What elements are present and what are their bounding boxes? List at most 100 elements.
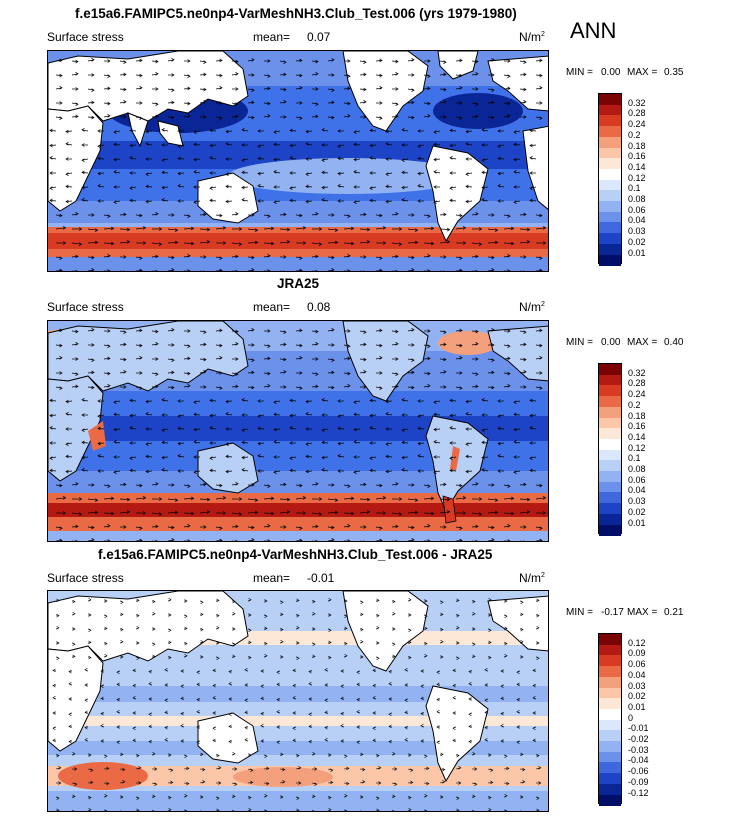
wind-vector-head xyxy=(289,413,293,418)
wind-vector-head xyxy=(539,355,543,360)
wind-vector-head xyxy=(257,144,261,149)
wind-vector-head xyxy=(248,598,252,602)
wind-vector-head xyxy=(312,627,316,631)
colorbar-level-label: 0.1 xyxy=(628,453,641,464)
wind-vector-head xyxy=(529,128,533,133)
wind-vector-head xyxy=(161,143,165,147)
wind-vector-head xyxy=(97,144,101,149)
wind-vector-head xyxy=(139,268,143,271)
wind-vector-head xyxy=(129,186,133,191)
wind-vector xyxy=(343,358,351,360)
wind-vector-head xyxy=(110,241,115,246)
wind-vector-head xyxy=(539,85,543,90)
wind-vector xyxy=(321,442,329,444)
wind-vector xyxy=(487,512,498,514)
wind-vector-head xyxy=(520,627,524,632)
wind-vector-head xyxy=(539,256,543,261)
wind-vector-head xyxy=(465,399,469,404)
wind-vector-head xyxy=(398,512,403,517)
wind-vector-head xyxy=(200,627,204,632)
wind-vector-head xyxy=(120,612,124,617)
wind-vector-head xyxy=(315,254,319,259)
wind-vector-head xyxy=(100,669,104,673)
wind-vector xyxy=(455,330,463,332)
wind-vector-head xyxy=(78,227,83,231)
wind-vector xyxy=(423,88,431,90)
wind-vector xyxy=(529,414,537,416)
wind-vector xyxy=(119,74,127,76)
wind-vector-head xyxy=(225,399,229,404)
wind-vector-head xyxy=(369,198,373,203)
wind-vector-head xyxy=(145,199,149,204)
wind-vector-head xyxy=(228,697,232,701)
wind-vector-head xyxy=(427,356,431,361)
wind-vector-head xyxy=(232,809,235,811)
africa xyxy=(48,105,104,212)
wind-vector xyxy=(87,228,98,231)
wind-vector-head xyxy=(347,113,351,118)
wind-vector-head xyxy=(411,327,415,332)
wind-vector-head xyxy=(139,355,143,360)
wind-vector xyxy=(135,214,143,216)
wind-vector xyxy=(295,484,303,486)
wind-vector-head xyxy=(308,724,312,729)
wind-vector-head xyxy=(132,683,136,688)
colorbar-swatch xyxy=(599,666,621,678)
wind-vector-head xyxy=(142,495,147,500)
wind-vector-head xyxy=(308,697,312,701)
wind-vector-head xyxy=(427,59,431,63)
wind-vector-head xyxy=(190,226,195,231)
wind-vector xyxy=(279,344,287,346)
wind-vector xyxy=(353,158,361,160)
wind-vector-head xyxy=(328,795,332,800)
continents xyxy=(48,591,548,783)
wind-vector-head xyxy=(91,115,95,120)
wind-vector-head xyxy=(168,628,172,632)
wind-vector-head xyxy=(459,116,463,121)
wind-vector-head xyxy=(196,697,200,702)
wind-vector xyxy=(471,242,482,245)
wind-vector-head xyxy=(59,483,63,488)
wind-vector-head xyxy=(136,796,140,800)
colorbar-level-label: 0.02 xyxy=(628,691,646,702)
wind-vector-head xyxy=(491,100,495,105)
wind-vector-head xyxy=(456,796,460,800)
wind-vector xyxy=(423,372,431,374)
wind-vector xyxy=(343,102,351,104)
wind-vector-head xyxy=(395,87,399,91)
wind-vector-head xyxy=(440,655,444,659)
wind-vector-head xyxy=(500,711,504,716)
wind-vector-head xyxy=(330,780,334,785)
wind-vector xyxy=(247,498,258,501)
wind-vector-head xyxy=(427,74,431,79)
wind-vector-head xyxy=(139,58,143,63)
wind-vector-head xyxy=(481,467,485,472)
wind-vector-head xyxy=(65,129,69,134)
wind-vector-head xyxy=(427,344,431,349)
wind-vector-head xyxy=(282,767,286,772)
wind-vector-head xyxy=(356,682,360,687)
wind-vector xyxy=(391,386,399,388)
north-america xyxy=(342,51,429,132)
wind-vector-head xyxy=(395,384,399,389)
wind-vector-head xyxy=(436,697,440,702)
wind-vector-head xyxy=(529,441,533,445)
wind-vector-head xyxy=(212,668,216,673)
wind-vector-head xyxy=(433,169,437,174)
wind-vector-head xyxy=(538,766,542,770)
wind-vector-head xyxy=(385,141,389,146)
wind-vector xyxy=(279,768,285,770)
wind-vector xyxy=(119,498,130,500)
wind-vector xyxy=(263,498,274,500)
wind-vector-head xyxy=(475,357,479,361)
wind-vector-head xyxy=(404,738,408,742)
wind-vector-head xyxy=(228,739,232,744)
wind-vector-head xyxy=(289,128,293,133)
australia xyxy=(197,712,259,764)
wind-vector xyxy=(209,144,217,146)
wind-vector-head xyxy=(411,100,415,105)
wind-vector-head xyxy=(312,612,316,616)
wind-vector xyxy=(103,228,114,230)
wind-vector xyxy=(232,270,236,271)
wind-vector xyxy=(135,227,146,230)
